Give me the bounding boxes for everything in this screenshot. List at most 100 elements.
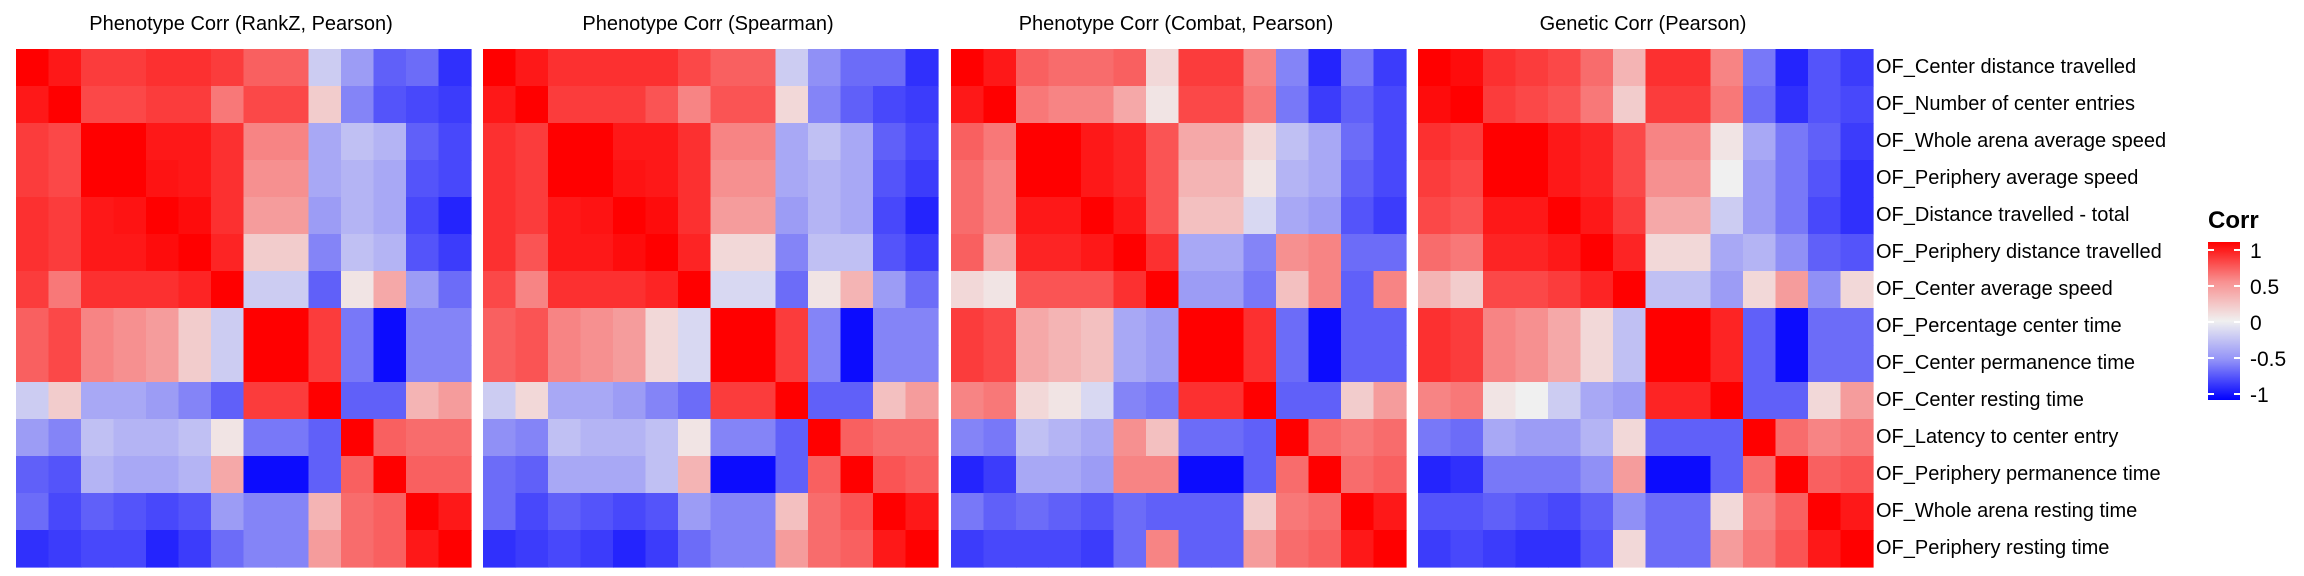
heatmap-cell [515, 530, 549, 568]
heatmap-cell [1515, 308, 1549, 346]
heatmap-cell [1113, 419, 1147, 457]
heatmap-cell [178, 456, 212, 494]
heatmap-cell [645, 456, 679, 494]
heatmap-cell [1580, 123, 1614, 161]
heatmap-cell [341, 419, 375, 457]
heatmap-cell [1645, 456, 1679, 494]
heatmap-cell [840, 382, 874, 420]
heatmap-cell [613, 530, 647, 568]
heatmap-cell [710, 493, 744, 531]
heatmap-cell [81, 49, 115, 87]
heatmap-cell [1710, 160, 1744, 198]
heatmap-cell [1450, 493, 1484, 531]
heatmap-cell [438, 271, 472, 309]
heatmap-cell [743, 234, 777, 272]
heatmap-cell [1580, 86, 1614, 124]
heatmap-cell [515, 345, 549, 383]
heatmap-cell [951, 86, 985, 124]
heatmap-cell [613, 197, 647, 235]
heatmap-cell [1211, 86, 1245, 124]
heatmap-cell [1450, 160, 1484, 198]
heatmap-cell [1613, 345, 1647, 383]
heatmap-cell [1450, 456, 1484, 494]
heatmap-cell [678, 271, 712, 309]
heatmap-cell [1580, 456, 1614, 494]
heatmap-cell [406, 86, 440, 124]
heatmap-cell [775, 493, 809, 531]
heatmap-cell [1016, 49, 1050, 87]
heatmap-cell [81, 86, 115, 124]
heatmap-cell [308, 86, 342, 124]
heatmap-cell [113, 86, 147, 124]
legend-tick-label: 0.5 [2250, 276, 2279, 299]
heatmap-cell [1613, 382, 1647, 420]
heatmap-cell [373, 271, 407, 309]
heatmap-cell [308, 123, 342, 161]
heatmap-cell [645, 271, 679, 309]
heatmap-cell [1211, 271, 1245, 309]
heatmap-cell [1743, 49, 1777, 87]
heatmap-cell [1645, 530, 1679, 568]
heatmap-cell [113, 271, 147, 309]
heatmap-cell [113, 160, 147, 198]
heatmap-cell [1840, 197, 1874, 235]
heatmap-cell [710, 197, 744, 235]
heatmap-cell [1580, 271, 1614, 309]
heatmap-cell [808, 86, 842, 124]
heatmap-cell [1113, 530, 1147, 568]
heatmap-cell [1775, 197, 1809, 235]
heatmap-cell [1341, 419, 1375, 457]
heatmap-cell [308, 308, 342, 346]
heatmap-cell [243, 419, 277, 457]
heatmap-cell [211, 530, 245, 568]
heatmap-cell [1645, 123, 1679, 161]
heatmap-cell [438, 419, 472, 457]
legend-tick-label: 1 [2250, 240, 2262, 263]
heatmap-cell [113, 49, 147, 87]
heatmap-cell [1840, 530, 1874, 568]
heatmap-cell [1808, 308, 1842, 346]
heatmap-cell [1243, 530, 1277, 568]
heatmap-cell [243, 49, 277, 87]
heatmap-cell [1743, 271, 1777, 309]
heatmap-cell [1515, 271, 1549, 309]
heatmap-cell [243, 308, 277, 346]
heatmap-cell [1211, 197, 1245, 235]
heatmap-cell [548, 160, 582, 198]
heatmap-cell [178, 197, 212, 235]
heatmap-cell [1243, 493, 1277, 531]
heatmap-cell [548, 271, 582, 309]
heatmap-cell [951, 345, 985, 383]
heatmap-cell [341, 530, 375, 568]
heatmap-cell [341, 234, 375, 272]
heatmap-cell [983, 456, 1017, 494]
heatmap-cell [146, 345, 180, 383]
heatmap-cell [951, 197, 985, 235]
heatmap-cell [645, 197, 679, 235]
heatmap-cell [775, 49, 809, 87]
heatmap-cell [308, 456, 342, 494]
heatmap-cell [645, 123, 679, 161]
heatmap-cell [1308, 493, 1342, 531]
heatmap-cell [1515, 123, 1549, 161]
heatmap-cell [1840, 234, 1874, 272]
heatmap-cell [1775, 308, 1809, 346]
heatmap-cell [1373, 456, 1407, 494]
heatmap-cell [580, 345, 614, 383]
heatmap-cell [548, 345, 582, 383]
heatmap-cell [406, 382, 440, 420]
heatmap-cell [548, 308, 582, 346]
heatmap-cell [1613, 234, 1647, 272]
heatmap-cell [1808, 49, 1842, 87]
heatmap-cell [775, 382, 809, 420]
heatmap-cell [1178, 456, 1212, 494]
heatmap-cell [146, 456, 180, 494]
heatmap-cell [1418, 419, 1452, 457]
heatmap-cell [548, 86, 582, 124]
heatmap-cell [1178, 308, 1212, 346]
heatmap-cell [373, 49, 407, 87]
heatmap-cell [983, 197, 1017, 235]
heatmap-cell [48, 86, 82, 124]
heatmap-cell [1743, 86, 1777, 124]
heatmap-cell [1211, 123, 1245, 161]
